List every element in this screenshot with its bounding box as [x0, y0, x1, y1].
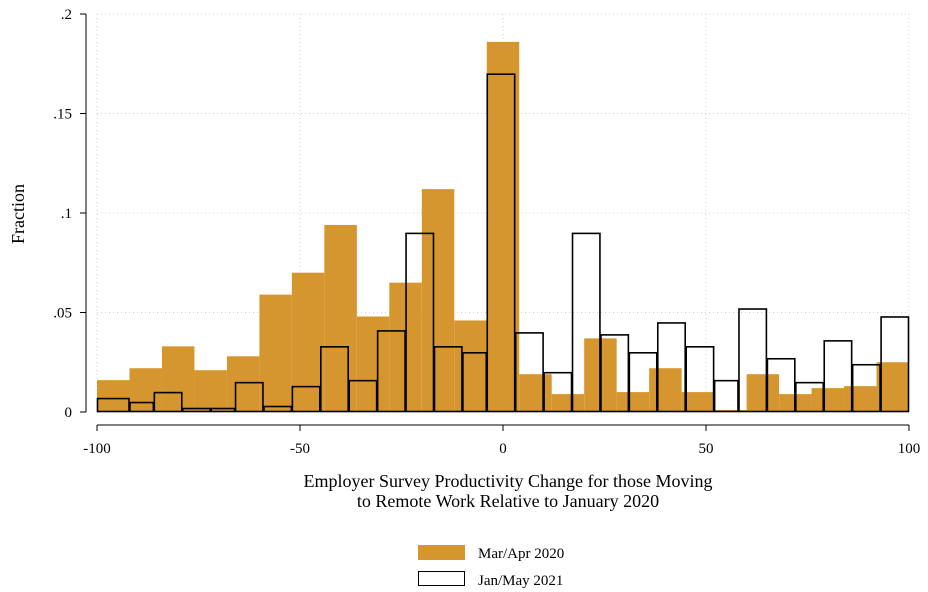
legend: Mar/Apr 2020 Jan/May 2021 — [418, 545, 564, 589]
bar-mar-apr-2020 — [291, 272, 325, 412]
legend-swatch-jan-may-2021 — [418, 571, 465, 586]
bar-jan-may-2021 — [319, 346, 350, 413]
bar-jan-may-2021 — [348, 379, 378, 413]
bar-jan-may-2021 — [656, 322, 687, 413]
x-tick-label: 100 — [898, 441, 921, 457]
bar-jan-may-2021 — [738, 308, 768, 413]
legend-label-jan-may-2021: Jan/May 2021 — [478, 573, 563, 589]
bar-jan-may-2021 — [234, 381, 264, 413]
bar-mar-apr-2020 — [454, 320, 487, 412]
y-tick-label: .2 — [61, 7, 72, 23]
bar-mar-apr-2020 — [681, 392, 715, 412]
bar-jan-may-2021 — [823, 340, 853, 413]
x-tick-label: -100 — [83, 441, 111, 457]
bar-jan-may-2021 — [129, 401, 155, 413]
bar-jan-may-2021 — [880, 316, 910, 413]
y-tick-label: 0 — [65, 405, 73, 421]
bar-mar-apr-2020 — [356, 316, 390, 412]
y-axis-title: Fraction — [8, 184, 28, 244]
bar-jan-may-2021 — [376, 330, 406, 413]
bar-mar-apr-2020 — [486, 41, 520, 413]
bar-mar-apr-2020 — [616, 392, 650, 412]
bar-mar-apr-2020 — [876, 362, 909, 412]
bar-jan-may-2021 — [462, 351, 488, 413]
bar-jan-may-2021 — [210, 407, 236, 413]
bar-mar-apr-2020 — [649, 368, 682, 412]
bar-jan-may-2021 — [153, 391, 183, 413]
bar-jan-may-2021 — [181, 407, 211, 413]
ticks: -100 -50 0 50 100 0 .05 .1 .15 .2 — [53, 7, 920, 457]
bar-jan-may-2021 — [96, 397, 130, 413]
x-tick-label: 50 — [699, 441, 714, 457]
bar-mar-apr-2020 — [421, 189, 455, 412]
bar-jan-may-2021 — [291, 385, 321, 413]
bar-jan-may-2021 — [795, 381, 825, 413]
bar-jan-may-2021 — [571, 232, 601, 413]
bar-mar-apr-2020 — [259, 294, 292, 412]
bar-jan-may-2021 — [851, 363, 881, 413]
bar-mar-apr-2020 — [844, 386, 877, 412]
series-0-bars — [97, 41, 909, 413]
bar-jan-may-2021 — [514, 332, 544, 413]
series-1-bars — [96, 73, 910, 413]
y-tick-label: .05 — [53, 306, 72, 322]
bar-jan-may-2021 — [766, 357, 796, 413]
bar-mar-apr-2020 — [226, 356, 260, 412]
bar-jan-may-2021 — [263, 405, 293, 413]
y-tick-label: .1 — [61, 206, 72, 222]
x-axis-title-line-2: to Remote Work Relative to January 2020 — [357, 491, 659, 511]
bar-jan-may-2021 — [685, 346, 715, 413]
bar-jan-may-2021 — [433, 346, 463, 413]
bar-jan-may-2021 — [713, 379, 739, 413]
bar-mar-apr-2020 — [519, 374, 552, 412]
y-tick-label: .15 — [53, 107, 72, 123]
bars — [96, 41, 910, 413]
bar-jan-may-2021 — [405, 232, 435, 413]
bar-mar-apr-2020 — [129, 368, 162, 412]
bar-mar-apr-2020 — [551, 394, 585, 412]
x-tick-label: 0 — [499, 441, 507, 457]
x-axis-title-line-1: Employer Survey Productivity Change for … — [304, 471, 713, 491]
bar-jan-may-2021 — [543, 371, 573, 413]
legend-label-mar-apr-2020: Mar/Apr 2020 — [478, 546, 564, 562]
x-tick-label: -50 — [290, 441, 310, 457]
bar-jan-may-2021 — [600, 334, 630, 413]
legend-swatch-mar-apr-2020 — [418, 545, 465, 560]
bar-mar-apr-2020 — [746, 374, 780, 412]
bar-mar-apr-2020 — [161, 346, 195, 412]
bar-jan-may-2021 — [628, 351, 658, 413]
bar-jan-may-2021 — [486, 73, 516, 413]
bar-mar-apr-2020 — [811, 388, 845, 412]
bar-mar-apr-2020 — [97, 380, 130, 412]
bar-mar-apr-2020 — [194, 370, 227, 412]
bar-mar-apr-2020 — [324, 224, 357, 412]
